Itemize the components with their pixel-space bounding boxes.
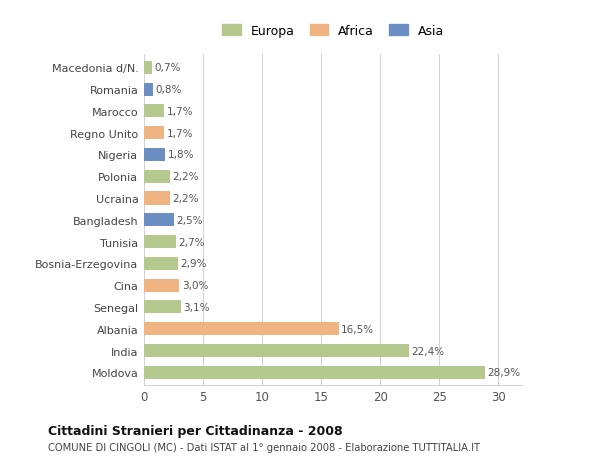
Text: 2,2%: 2,2%	[172, 194, 199, 204]
Bar	[144, 301, 181, 314]
Text: 1,7%: 1,7%	[166, 129, 193, 138]
Bar	[144, 105, 164, 118]
Text: 0,7%: 0,7%	[155, 63, 181, 73]
Bar	[144, 279, 179, 292]
Text: COMUNE DI CINGOLI (MC) - Dati ISTAT al 1° gennaio 2008 - Elaborazione TUTTITALIA: COMUNE DI CINGOLI (MC) - Dati ISTAT al 1…	[48, 442, 480, 452]
Text: 16,5%: 16,5%	[341, 324, 374, 334]
Text: 3,0%: 3,0%	[182, 280, 208, 291]
Legend: Europa, Africa, Asia: Europa, Africa, Asia	[222, 25, 444, 38]
Text: Cittadini Stranieri per Cittadinanza - 2008: Cittadini Stranieri per Cittadinanza - 2…	[48, 424, 343, 437]
Text: 3,1%: 3,1%	[183, 302, 209, 312]
Text: 2,7%: 2,7%	[178, 237, 205, 247]
Bar	[144, 323, 339, 336]
Bar	[144, 84, 154, 96]
Text: 28,9%: 28,9%	[488, 368, 521, 377]
Text: 0,8%: 0,8%	[156, 85, 182, 95]
Bar	[144, 62, 152, 75]
Bar	[144, 344, 409, 357]
Text: 1,7%: 1,7%	[166, 106, 193, 117]
Text: 1,8%: 1,8%	[167, 150, 194, 160]
Bar	[144, 257, 178, 270]
Bar	[144, 192, 170, 205]
Text: 2,2%: 2,2%	[172, 172, 199, 182]
Text: 2,9%: 2,9%	[181, 259, 207, 269]
Bar	[144, 149, 165, 162]
Bar	[144, 170, 170, 183]
Bar	[144, 366, 485, 379]
Bar	[144, 214, 173, 227]
Bar	[144, 235, 176, 249]
Text: 22,4%: 22,4%	[411, 346, 444, 356]
Bar	[144, 127, 164, 140]
Text: 2,5%: 2,5%	[176, 215, 202, 225]
